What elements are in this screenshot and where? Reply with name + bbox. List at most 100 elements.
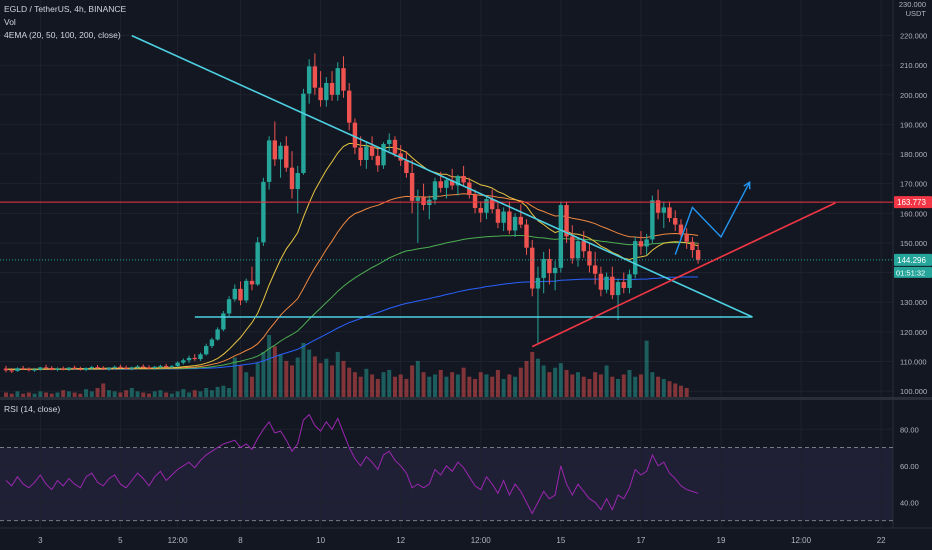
price-tick-label: 120.000 [900, 328, 927, 337]
volume-bar [610, 376, 615, 397]
symbol-legend[interactable]: EGLD / TetherUS, 4h, BINANCE [4, 4, 127, 14]
volume-bar [187, 392, 192, 397]
candle-body [20, 368, 26, 370]
candle-body [587, 251, 592, 266]
volume-bar [278, 354, 283, 397]
volume-bar [78, 393, 83, 397]
candle-body [575, 241, 581, 259]
price-tick-label: 150.000 [900, 239, 927, 248]
candle-body [123, 367, 129, 369]
candle-body [432, 181, 438, 200]
volume-bar [644, 340, 649, 397]
candle-body [598, 273, 604, 290]
candle-body [667, 207, 672, 219]
volume-bar [84, 389, 89, 397]
candle-body [141, 366, 146, 368]
candle-body [318, 87, 323, 101]
candle-body [438, 181, 443, 188]
volume-bar [661, 378, 666, 397]
volume-bar [175, 391, 180, 397]
candle-body [284, 145, 289, 168]
candle-body [472, 194, 478, 208]
current-price-label: 144.296 [897, 256, 926, 265]
volume-bar [455, 374, 460, 397]
volume-bar [627, 369, 632, 397]
volume-bar [421, 372, 426, 397]
top-price-label: 230.000 [898, 0, 926, 9]
candle-body [49, 367, 54, 370]
candle-body [335, 68, 340, 95]
volume-bar [55, 392, 60, 397]
candle-body [478, 207, 483, 213]
rsi-legend[interactable]: RSI (14, close) [4, 404, 61, 414]
candle-body [392, 139, 398, 154]
candle-body [592, 265, 598, 274]
candle-body [495, 209, 501, 223]
resistance-price-label-bg [894, 196, 932, 209]
volume-bar [158, 390, 163, 397]
volume-bar [530, 351, 535, 397]
candle-body [507, 211, 512, 231]
volume-bar [495, 369, 500, 397]
volume-bar [95, 387, 100, 397]
candle-body [221, 313, 226, 330]
projection-arrowhead [743, 180, 751, 190]
volume-bar [106, 390, 111, 397]
volume-bar [335, 351, 340, 397]
candle-body [226, 299, 232, 314]
currency-label: USDT [905, 9, 926, 18]
time-tick-label: 22 [877, 536, 886, 545]
volume-bar [404, 378, 409, 397]
candle-body [301, 93, 306, 174]
candle-body [175, 362, 180, 367]
candle-body [26, 369, 32, 371]
volume-bar [484, 374, 489, 397]
candle-body [341, 68, 346, 91]
volume-bar [427, 376, 432, 397]
price-tick-label: 160.000 [900, 209, 927, 218]
candle-body [552, 267, 558, 274]
volume-bar [570, 374, 575, 397]
ema-legend[interactable]: 4EMA (20, 50, 100, 200, close) [4, 30, 121, 40]
countdown-label: 01:51:32 [896, 268, 925, 277]
volume-bar [684, 387, 689, 397]
candle-body [83, 367, 89, 370]
candle-body [638, 241, 644, 247]
volume-bar [392, 376, 397, 397]
volume-bar [330, 365, 335, 397]
volume-bar [587, 378, 592, 397]
candle-body [209, 339, 215, 347]
volume-bar [341, 360, 346, 397]
candle-body [484, 199, 489, 213]
volume-bar [44, 392, 49, 397]
volume-bar [209, 390, 214, 397]
volume-bar [307, 349, 312, 397]
candle-body [204, 346, 209, 355]
candle-body [15, 368, 20, 371]
candle-body [358, 147, 363, 160]
volume-bar [124, 390, 129, 397]
candle-body [409, 173, 415, 201]
volume-bar [524, 360, 529, 397]
price-tick-label: 220.000 [900, 32, 927, 41]
candle-body [95, 367, 100, 369]
volume-bar [656, 376, 661, 397]
volume-legend[interactable]: Vol [4, 17, 16, 27]
price-tick-label: 190.000 [900, 120, 927, 129]
volume-bar [21, 393, 26, 397]
rsi-tick-label: 60.00 [900, 462, 919, 471]
volume-bar [227, 387, 232, 397]
volume-bar [318, 363, 323, 397]
volume-bar [32, 393, 37, 397]
volume-bar [501, 378, 506, 397]
candle-body [192, 357, 197, 360]
candle-body [9, 370, 14, 372]
volume-bar [244, 372, 249, 397]
candle-body [135, 366, 140, 368]
volume-bar [215, 386, 220, 397]
time-tick-label: 12:00 [168, 536, 189, 545]
candle-body [644, 239, 649, 247]
candle-body [118, 366, 123, 368]
time-tick-label: 12 [396, 536, 405, 545]
